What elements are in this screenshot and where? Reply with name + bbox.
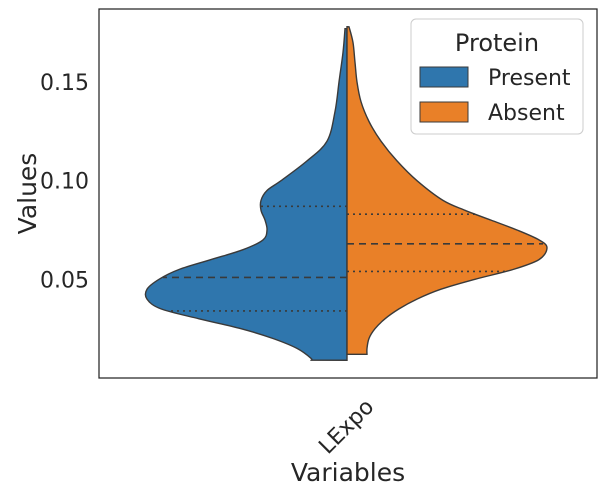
x-axis-label: Variables	[291, 458, 405, 487]
y-axis-ticks: 0.05 0.10 0.15	[40, 71, 89, 293]
legend: Protein Present Absent	[410, 18, 584, 135]
plot-frame	[98, 8, 598, 379]
legend-swatch-absent	[419, 101, 469, 123]
x-tick-label: LExpo	[314, 395, 379, 460]
y-tick-label: 0.05	[40, 268, 89, 293]
legend-swatch-present	[419, 66, 469, 88]
legend-label-present: Present	[488, 66, 571, 91]
quartile-lines	[163, 205, 543, 312]
y-tick-label: 0.10	[40, 170, 89, 195]
violin-half-absent	[346, 26, 548, 356]
legend-title: Protein	[455, 29, 539, 57]
y-axis-label: Values	[13, 153, 42, 235]
legend-label-absent: Absent	[488, 101, 565, 126]
y-tick-label: 0.15	[40, 71, 89, 96]
x-axis-ticks: LExpo	[314, 395, 379, 460]
